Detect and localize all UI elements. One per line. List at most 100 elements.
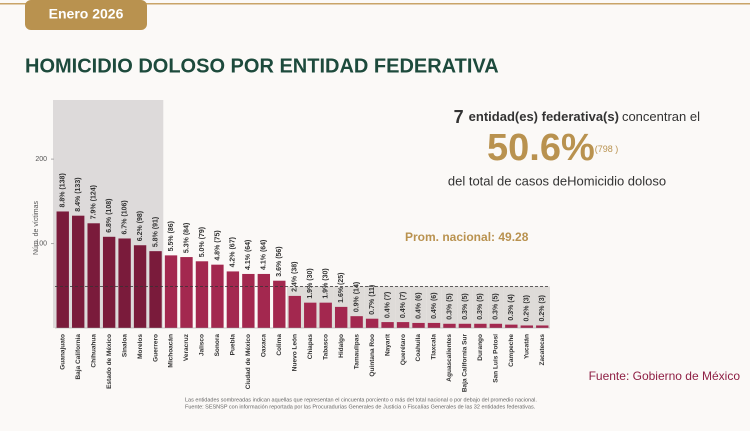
value-label: 8.8% (138) xyxy=(60,173,67,207)
below-average-shade xyxy=(534,286,550,328)
x-tick-label: Coahuila xyxy=(415,334,422,362)
x-tick-label: Nayarit xyxy=(384,333,391,356)
x-tick-label: Colima xyxy=(276,334,283,356)
bar xyxy=(536,325,549,328)
bar xyxy=(489,323,503,328)
value-label: 4.8% (75) xyxy=(214,230,221,260)
x-tick-label: Hidalgo xyxy=(338,334,345,358)
bar xyxy=(257,273,271,328)
bar xyxy=(396,322,410,328)
bar xyxy=(304,302,317,328)
x-tick-label: Oaxaca xyxy=(261,334,268,358)
x-tick-label: San Luis Potosí xyxy=(493,334,500,383)
x-tick-label: Veracruz xyxy=(183,333,190,361)
value-label: 0.2% (3) xyxy=(539,295,546,321)
summary-total: (798 ) xyxy=(595,144,619,154)
average-label: Prom. nacional: 49.28 xyxy=(405,230,529,244)
bar xyxy=(56,211,69,328)
below-average-shade xyxy=(379,286,396,328)
value-label: 0.3% (5) xyxy=(493,293,500,319)
summary-count: 7 xyxy=(454,107,464,127)
x-tick-label: Quintana Roo xyxy=(369,334,376,377)
footnote: Las entidades sombreadas indican aquella… xyxy=(185,397,537,403)
below-average-shade xyxy=(364,286,380,328)
below-average-shade xyxy=(395,286,411,328)
bar xyxy=(242,273,255,328)
value-label: 5.3% (84) xyxy=(183,223,190,253)
value-label: 6.7% (106) xyxy=(121,200,128,234)
value-label: 0.9% (14) xyxy=(353,282,360,312)
bar xyxy=(458,323,472,328)
x-tick-label: Yucatán xyxy=(524,334,531,359)
value-label: 2.4% (38) xyxy=(292,262,299,292)
x-tick-label: Aguascalientes xyxy=(446,334,453,382)
x-tick-label: Zacatecas xyxy=(539,334,546,366)
x-tick-label: Guanajuato xyxy=(59,334,66,370)
bar xyxy=(350,316,363,328)
bar xyxy=(118,238,131,328)
value-label: 5.0% (79) xyxy=(199,227,206,257)
y-tick-label: 100 xyxy=(35,240,47,247)
bar xyxy=(87,223,100,328)
x-tick-label: Jalisco xyxy=(199,334,206,356)
value-label: 4.1% (64) xyxy=(261,240,268,270)
value-label: 7.9% (124) xyxy=(91,185,98,219)
bar xyxy=(520,325,533,328)
value-label: 8.4% (133) xyxy=(75,177,82,211)
bar xyxy=(474,323,487,328)
value-label: 1.6% (25) xyxy=(338,273,345,303)
value-label: 4.1% (64) xyxy=(245,240,252,270)
y-tick-label: 200 xyxy=(35,156,47,163)
y-axis-label: Núm. de víctimas xyxy=(33,200,40,255)
below-average-shade xyxy=(410,286,427,328)
summary-verb: concentran el xyxy=(622,109,700,124)
below-average-shade xyxy=(488,286,504,328)
date: Enero 2026 xyxy=(49,6,124,22)
bar xyxy=(195,261,209,328)
date-pill xyxy=(25,0,147,30)
x-tick-label: Nuevo León xyxy=(291,334,298,371)
below-average-shade xyxy=(519,286,535,328)
value-label: 0.3% (4) xyxy=(508,294,515,320)
plot: 100 200 8.8% (138) Guanajuato 8.4% (133) Baja… xyxy=(35,100,550,392)
below-average-shade xyxy=(503,286,520,328)
summary-entities: entidad(es) federativa(s) xyxy=(469,109,619,124)
below-average-shade xyxy=(441,286,458,328)
bar xyxy=(412,322,425,328)
summary-line: 7 entidad(es) federativa(s) concentran el xyxy=(454,107,700,127)
value-label: 0.4% (7) xyxy=(400,292,407,318)
value-label: 6.2% (98) xyxy=(137,211,144,241)
x-tick-label: Sonora xyxy=(214,334,221,357)
bar xyxy=(149,251,162,328)
bar xyxy=(211,264,224,328)
summary-tail: del total de casos deHomicidio doloso xyxy=(448,173,666,188)
summary-share: 50.6%(798 ) xyxy=(487,127,618,169)
value-label: 5.8% (91) xyxy=(152,217,159,247)
value-label: 1.9% (30) xyxy=(323,268,330,298)
value-label: 0.4% (6) xyxy=(431,292,438,318)
bar xyxy=(427,322,441,328)
value-label: 1.9% (30) xyxy=(307,268,314,298)
footnote: Fuente: SESNSP con información reportada… xyxy=(185,404,536,410)
value-label: 0.7% (11) xyxy=(369,285,376,315)
x-tick-label: Chihuahua xyxy=(90,334,97,368)
x-tick-label: Chiapas xyxy=(307,334,314,360)
bar xyxy=(180,257,193,328)
bar xyxy=(505,324,518,328)
source: Fuente: Gobierno de México xyxy=(589,369,741,383)
bar xyxy=(288,295,301,328)
bar xyxy=(365,318,379,328)
below-average-shade xyxy=(426,286,442,328)
bar xyxy=(273,280,286,328)
share: 50.6% xyxy=(487,127,595,169)
chart-title: HOMICIDIO DOLOSO POR ENTIDAD FEDERATIVA xyxy=(25,55,499,77)
below-average-shade xyxy=(457,286,473,328)
x-tick-label: Ciudad de México xyxy=(245,334,252,389)
bar xyxy=(443,323,456,328)
value-label: 0.4% (7) xyxy=(384,292,391,318)
value-label: 0.3% (5) xyxy=(462,293,469,319)
value-label: 5.5% (86) xyxy=(168,221,175,251)
below-average-shade xyxy=(472,286,489,328)
bar xyxy=(164,255,178,328)
